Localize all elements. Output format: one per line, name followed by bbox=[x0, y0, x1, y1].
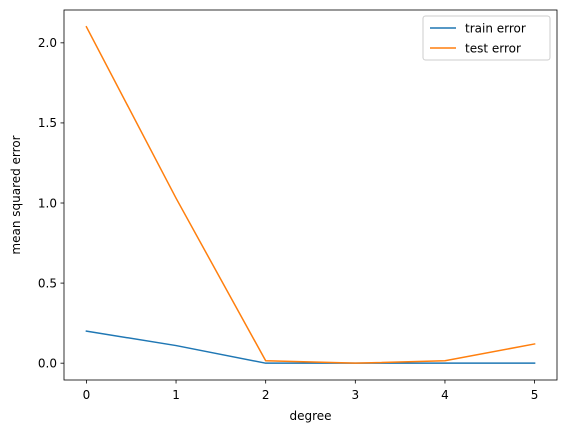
x-tick-label: 3 bbox=[351, 388, 359, 402]
y-tick-label: 0.5 bbox=[38, 276, 57, 290]
legend: train error test error bbox=[422, 15, 551, 61]
x-axis-label: degree bbox=[289, 409, 331, 423]
y-tick-label: 1.5 bbox=[38, 116, 57, 130]
y-tick-label: 2.0 bbox=[38, 36, 57, 50]
y-axis-ticks: 0.0 0.5 1.0 1.5 2.0 bbox=[38, 36, 64, 370]
x-tick-label: 5 bbox=[531, 388, 539, 402]
x-axis-ticks: 0 1 2 3 4 5 bbox=[83, 380, 539, 402]
x-tick-label: 4 bbox=[441, 388, 449, 402]
legend-label-train-error: train error bbox=[465, 21, 526, 35]
x-tick-label: 0 bbox=[83, 388, 91, 402]
x-tick-label: 1 bbox=[172, 388, 180, 402]
axes-frame bbox=[63, 9, 558, 381]
series-layer bbox=[85, 25, 536, 364]
series-line-train-error bbox=[85, 330, 536, 364]
x-tick-label: 2 bbox=[262, 388, 270, 402]
y-axis-label: mean squared error bbox=[9, 135, 23, 254]
series-line-test-error bbox=[85, 25, 536, 364]
y-tick-label: 0.0 bbox=[38, 356, 57, 370]
legend-box bbox=[422, 15, 551, 61]
y-tick-label: 1.0 bbox=[38, 196, 57, 210]
legend-label-test-error: test error bbox=[465, 41, 521, 55]
